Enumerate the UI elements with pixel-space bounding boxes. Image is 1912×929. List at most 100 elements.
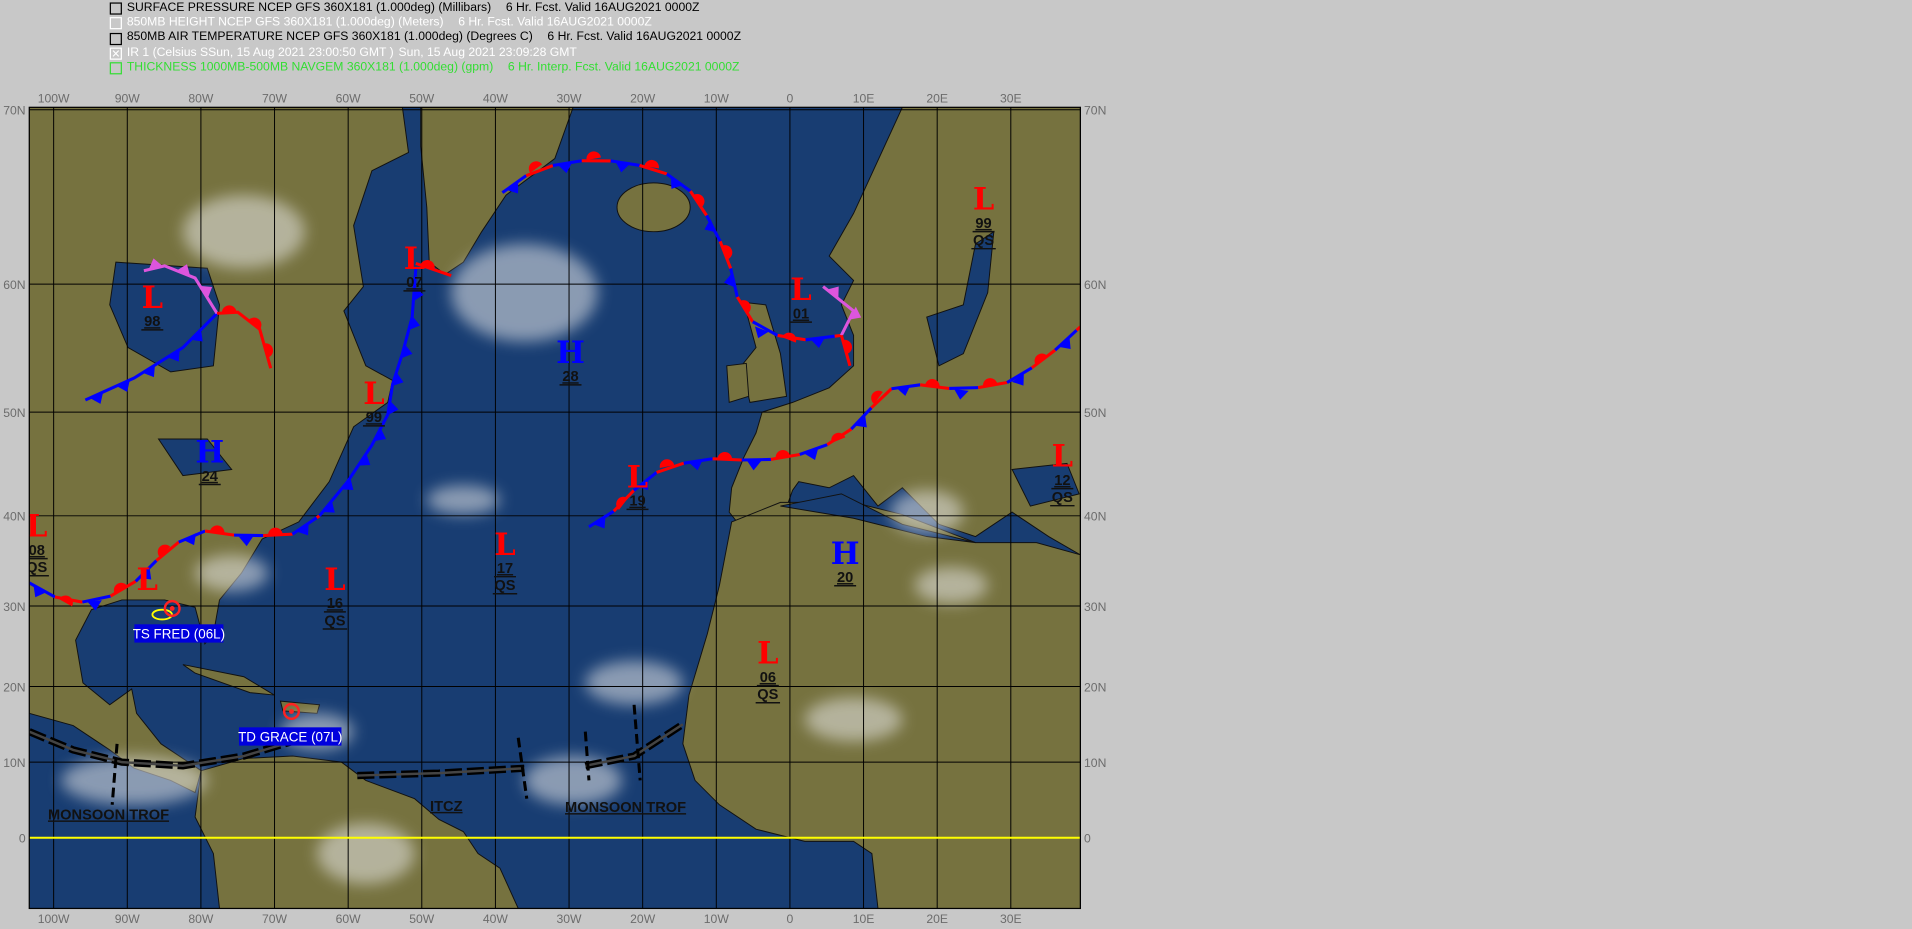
low-symbol: L [26,509,47,545]
front-symbol [199,285,213,299]
front-symbol [954,389,969,400]
front-symbol [644,159,659,169]
low-symbol: L [1052,439,1073,475]
storm-label: TS FRED (06L) [133,626,225,641]
lon-label-top: 100W [38,91,70,105]
lat-label-right: 0 [1084,832,1091,846]
front-segment [588,509,615,529]
land-mass [182,664,275,696]
itcz-inner [357,767,525,777]
front-symbol [1011,373,1024,386]
front-symbol [113,582,128,594]
water-body [1011,462,1080,507]
storm-label-box [239,727,342,746]
cold-front-hudson [84,312,219,404]
front-symbol [854,415,867,428]
front-symbol [296,523,309,536]
front-symbol [775,450,791,459]
front-symbol [896,384,911,396]
front-segment [834,333,842,338]
occluded-front-north-sea [822,285,862,337]
cloud [585,660,683,705]
lon-label-top: 20E [926,91,948,105]
layer-checkbox[interactable] [109,32,122,45]
legend-row-850mb-temperature[interactable]: 850MB AIR TEMPERATURE NCEP GFS 360X181 (… [109,31,741,46]
front-symbol [408,315,420,331]
low-symbol: L [494,527,515,563]
cold-front-atlantic [318,268,424,517]
lon-label-bottom: 100W [38,912,70,926]
front-symbol [148,258,163,270]
front-symbol [157,544,171,558]
front-segment [610,159,640,167]
lat-label-left: 50N [3,406,25,420]
monsoon-trough-label: MONSOON TROF [48,807,169,823]
front-symbol [704,218,717,233]
layer-checkbox[interactable] [109,62,122,75]
layer-checkbox-checked[interactable]: ✕ [109,47,122,60]
legend-row-surface-pressure[interactable]: SURFACE PRESSURE NCEP GFS 360X181 (1.000… [109,1,741,16]
front-symbol [831,432,846,443]
front-symbol [374,428,387,442]
front-symbol [401,344,413,359]
front-line [84,312,219,402]
front-symbol [871,390,883,404]
high-symbol: H [831,536,860,572]
pressure-value: 12 [1054,473,1070,489]
front-segment [805,334,835,342]
front-symbol [209,525,225,534]
cloud [426,485,500,515]
front-segment [799,443,828,456]
itcz-inner [29,730,294,768]
front-symbol [176,264,191,277]
warm-front-labrador [216,305,273,369]
quasi-stationary-label: QS [26,560,47,576]
lat-label-left: 0 [19,832,26,846]
lon-label-bottom: 30W [557,912,583,926]
front-symbol [322,500,335,513]
front-segment [29,581,56,599]
land-mass [726,362,750,404]
itcz-inner [585,723,684,767]
layer-checkbox[interactable] [109,2,122,15]
front-symbol [688,459,703,471]
land-mass [420,107,574,275]
low-symbol: L [973,182,994,218]
legend-row-850mb-height[interactable]: 850MB HEIGHT NCEP GFS 360X181 (1.000deg)… [109,16,741,31]
front-segment [501,174,528,194]
legend-row-thickness[interactable]: THICKNESS 1000MB-500MB NAVGEM 360X181 (1… [109,61,741,76]
stationary-front-europe [588,325,1081,529]
low-symbol: L [627,459,648,495]
quasi-stationary-label: QS [494,578,515,594]
lon-label-top: 40W [483,91,509,105]
front-line [822,285,856,337]
high-pressure-center: H20 [831,536,860,587]
lon-label-top: 90W [115,91,141,105]
front-segment [1075,325,1081,332]
layer-legend: SURFACE PRESSURE NCEP GFS 360X181 (1.000… [109,1,741,76]
pressure-value: 01 [793,307,809,323]
pressure-value: 06 [760,670,776,686]
lon-label-bottom: 70W [262,912,288,926]
lat-label-left: 10N [3,756,25,770]
front-symbol [723,273,736,288]
low-symbol: L [404,241,425,277]
cloud [451,243,598,342]
front-segment [82,594,111,604]
layer-checkbox[interactable] [109,17,122,30]
front-symbol [739,300,751,314]
front-symbol [268,527,283,536]
low-pressure-center: L19 [626,459,649,511]
front-segment [870,387,893,409]
high-symbol: H [195,435,224,471]
cloud [914,567,988,604]
pressure-value: 28 [562,369,578,385]
legend-row-ir1[interactable]: ✕ IR 1 (Celsius SSun, 15 Aug 2021 23:00:5… [109,45,577,60]
front-symbol [849,306,862,320]
tropical-storm: TS FRED (06L) [133,599,225,643]
front-symbol [754,326,769,339]
